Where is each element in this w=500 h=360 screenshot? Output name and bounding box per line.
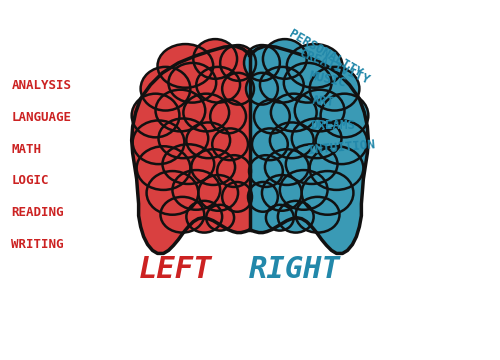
Ellipse shape [316,121,368,164]
Ellipse shape [162,144,214,184]
Ellipse shape [220,45,256,81]
Ellipse shape [295,90,344,131]
Ellipse shape [254,100,290,133]
Text: READING: READING [12,206,64,219]
Text: ANALYSIS: ANALYSIS [12,79,72,92]
Ellipse shape [278,201,314,233]
Ellipse shape [186,122,230,158]
Ellipse shape [132,121,184,164]
Ellipse shape [192,149,235,185]
Ellipse shape [160,197,204,233]
Ellipse shape [310,146,364,190]
Text: MUSIC: MUSIC [308,69,348,90]
Ellipse shape [210,100,246,133]
Ellipse shape [222,73,254,105]
Ellipse shape [206,205,234,231]
Ellipse shape [265,149,308,185]
Ellipse shape [263,39,306,79]
Polygon shape [132,46,250,253]
Ellipse shape [186,201,222,233]
Ellipse shape [222,182,252,212]
Ellipse shape [194,39,237,79]
Text: DREAMS: DREAMS [310,119,354,132]
Ellipse shape [320,94,368,137]
Ellipse shape [286,144,338,184]
Text: CREATIVITY: CREATIVITY [298,47,372,87]
Ellipse shape [249,155,283,187]
Ellipse shape [244,45,280,81]
Ellipse shape [196,67,240,103]
Ellipse shape [262,175,302,211]
Ellipse shape [260,67,304,103]
Ellipse shape [140,67,190,111]
Ellipse shape [132,94,180,137]
Ellipse shape [212,129,248,160]
Ellipse shape [280,170,328,210]
Text: RIGHT: RIGHT [249,255,340,284]
Ellipse shape [266,205,294,231]
Ellipse shape [248,182,278,212]
Ellipse shape [158,118,208,158]
Ellipse shape [284,63,332,103]
Ellipse shape [287,44,343,88]
Ellipse shape [270,122,314,158]
Text: PERSONALITY: PERSONALITY [286,27,364,80]
Ellipse shape [271,94,316,131]
Ellipse shape [246,73,278,105]
Ellipse shape [146,171,199,215]
Polygon shape [250,46,368,253]
Ellipse shape [168,63,216,103]
Ellipse shape [198,175,238,211]
Ellipse shape [217,155,251,187]
Ellipse shape [302,171,354,215]
Text: INTUITION: INTUITION [307,138,376,157]
Text: LEFT: LEFT [138,255,212,284]
Ellipse shape [310,67,360,111]
Ellipse shape [172,170,220,210]
Text: ART: ART [311,94,334,109]
Ellipse shape [158,44,213,88]
Ellipse shape [292,118,342,158]
Text: MATH: MATH [12,143,42,156]
Ellipse shape [156,90,206,131]
Ellipse shape [136,146,190,190]
Text: LANGUAGE: LANGUAGE [12,111,72,124]
Text: LOGIC: LOGIC [12,175,49,188]
Text: WRITING: WRITING [12,238,64,251]
Ellipse shape [252,129,288,160]
Ellipse shape [184,94,229,131]
Ellipse shape [296,197,340,233]
